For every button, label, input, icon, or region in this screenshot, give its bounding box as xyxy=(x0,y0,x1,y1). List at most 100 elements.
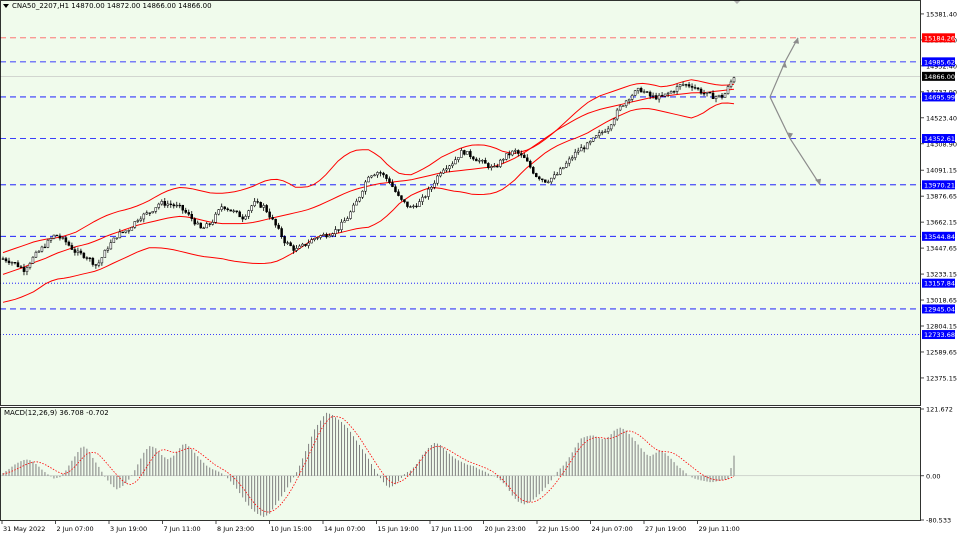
level-label: 12733.68 xyxy=(924,331,955,339)
time-tick-label: 3 Jun 19:00 xyxy=(110,525,147,533)
candle-body xyxy=(645,91,649,93)
level-label-box xyxy=(922,33,955,43)
candle-body xyxy=(151,211,155,214)
projection-down-arrowhead xyxy=(815,178,821,185)
projection-mid-down-arrowhead xyxy=(788,132,793,139)
bollinger-middle-line xyxy=(2,88,735,275)
candle-body xyxy=(424,196,427,198)
level-label: 13157.84 xyxy=(924,280,955,288)
candle-body xyxy=(436,175,439,184)
candle-body xyxy=(331,233,334,236)
candle-body xyxy=(391,182,394,188)
candle-body xyxy=(376,172,379,176)
level-label-box xyxy=(922,180,955,190)
candle-body xyxy=(196,222,199,225)
time-tick-label: 29 Jun 11:00 xyxy=(699,525,740,533)
time-tick-label: 27 Jun 19:00 xyxy=(645,525,686,533)
candle-body xyxy=(1,258,5,260)
price-tick-label: 13447.65 xyxy=(926,245,957,253)
candle-body xyxy=(505,153,508,160)
candle-body xyxy=(298,245,301,249)
candle-body xyxy=(612,118,616,126)
candle-body xyxy=(544,179,547,183)
candle-body xyxy=(268,211,271,218)
candle-body xyxy=(517,150,520,154)
candle-body xyxy=(145,212,149,215)
candle-body xyxy=(726,86,730,94)
chart-title: CNA50_2207,H1 14870.00 14872.00 14866.00… xyxy=(12,2,212,10)
candle-body xyxy=(487,163,490,168)
candle-body xyxy=(349,211,352,219)
candle-body xyxy=(409,206,412,208)
candle-body xyxy=(478,160,481,162)
candle-body xyxy=(618,105,622,111)
candle-body xyxy=(636,87,640,92)
macd-layer xyxy=(0,412,921,517)
candle-body xyxy=(178,204,182,207)
candle-body xyxy=(379,172,382,174)
candle-body xyxy=(85,257,89,259)
candle-body xyxy=(520,153,523,156)
candle-body xyxy=(184,209,187,213)
candle-body xyxy=(496,165,499,168)
candle-body xyxy=(570,157,574,160)
candle-body xyxy=(211,222,214,225)
candle-body xyxy=(52,234,56,239)
candle-body xyxy=(523,154,526,159)
candle-body xyxy=(541,178,544,181)
candle-body xyxy=(199,222,202,229)
candle-body xyxy=(283,236,286,244)
candles-layer xyxy=(1,76,736,276)
candle-body xyxy=(142,213,146,220)
level-label-box xyxy=(922,330,955,340)
candle-body xyxy=(499,159,502,167)
candle-body xyxy=(154,207,158,212)
candle-body xyxy=(7,260,11,264)
triangle-down-icon[interactable] xyxy=(3,4,9,8)
candle-body xyxy=(642,91,646,93)
candle-body xyxy=(732,77,736,83)
candle-body xyxy=(382,172,385,176)
candle-body xyxy=(702,93,706,95)
candle-body xyxy=(160,201,164,205)
time-tick-label: 31 May 2022 xyxy=(3,525,45,533)
candle-body xyxy=(588,141,592,144)
candle-body xyxy=(106,248,110,251)
level-label-box xyxy=(922,134,955,144)
candle-body xyxy=(564,162,568,168)
candle-body xyxy=(729,81,733,87)
price-tick-label: 13233.15 xyxy=(926,271,957,279)
candle-body xyxy=(100,257,104,264)
candle-body xyxy=(265,205,268,213)
candle-body xyxy=(352,204,355,213)
candle-body xyxy=(19,266,23,268)
candle-body xyxy=(511,150,514,156)
candle-body xyxy=(699,88,703,94)
price-tick-label: 14091.15 xyxy=(926,167,957,175)
candle-body xyxy=(397,191,400,196)
level-label: 13970.21 xyxy=(924,181,955,189)
candle-body xyxy=(202,227,205,229)
candle-body xyxy=(46,239,50,248)
candle-body xyxy=(226,208,229,211)
candle-body xyxy=(654,95,658,100)
candle-body xyxy=(364,181,367,192)
candle-body xyxy=(217,209,220,215)
candle-body xyxy=(262,205,265,208)
shift-marker-icon[interactable] xyxy=(733,0,741,4)
axis-layer: 15381.4015166.9014952.4014737.9014523.40… xyxy=(1,10,957,533)
candle-body xyxy=(277,224,280,229)
candle-body xyxy=(552,174,556,179)
candle-body xyxy=(136,220,140,222)
candle-body xyxy=(370,175,373,178)
candle-body xyxy=(103,250,107,258)
candle-body xyxy=(172,204,176,207)
level-label: 14985.62 xyxy=(924,58,955,66)
price-panel-background xyxy=(0,0,921,405)
candle-body xyxy=(25,267,29,272)
candle-body xyxy=(76,250,80,253)
candle-body xyxy=(4,258,8,262)
candle-body xyxy=(109,242,113,250)
candle-body xyxy=(684,84,688,86)
